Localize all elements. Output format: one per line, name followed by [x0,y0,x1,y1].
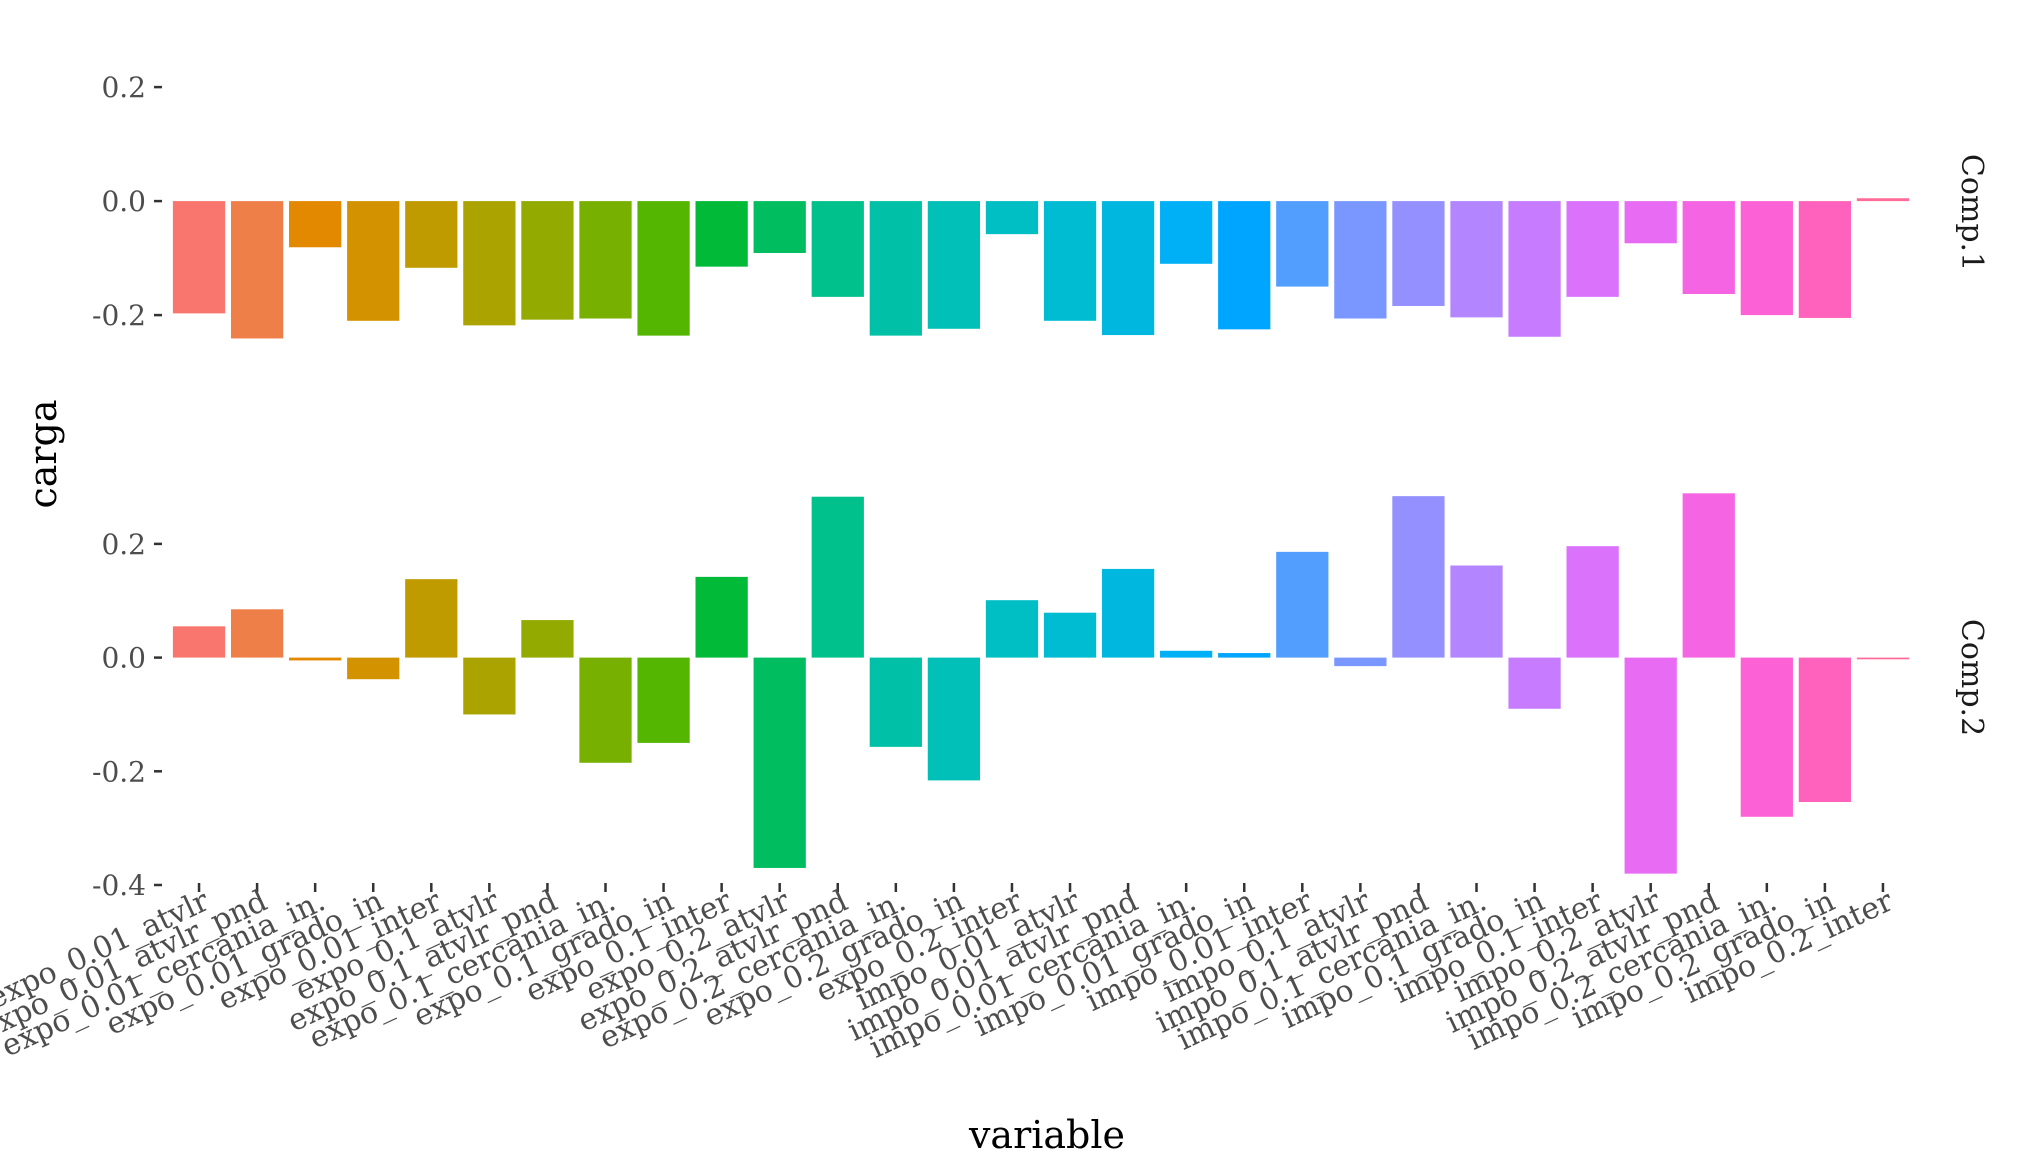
bar-expo_0.01_cercania_in.-Comp.1 [289,201,342,248]
y-tick-label: -0.4 [92,869,146,902]
bar-impo_0.01_atvlr_pnd-Comp.1 [1101,201,1155,336]
bar-expo_0.1_atvlr_pnd-Comp.2 [521,620,574,658]
bar-expo_0.1_cercania_in.-Comp.2 [579,657,632,763]
bar-expo_0.01_inter-Comp.2 [405,579,458,658]
bar-expo_0.2_grado_in-Comp.1 [927,201,981,329]
bar-expo_0.1_grado_in-Comp.2 [637,657,690,743]
y-tick-label: -0.2 [92,299,146,332]
y-tick-label: -0.2 [92,755,146,788]
facet-strip-label: Comp.1 [1954,154,1989,271]
bar-expo_0.01_atvlr_pnd-Comp.2 [230,609,284,658]
bar-impo_0.01_atvlr-Comp.1 [1043,201,1097,321]
bar-expo_0.01_cercania_in.-Comp.2 [289,657,342,661]
bar-impo_0.01_grado_in-Comp.1 [1218,201,1271,330]
bar-impo_0.01_cercania_in.-Comp.2 [1160,650,1213,658]
bar-impo_0.01_grado_in-Comp.2 [1218,653,1271,658]
panel-2: 0.2 0.0 -0.2 -0.4 Comp.2 [92,493,1989,902]
bar-expo_0.01_inter-Comp.1 [405,201,458,268]
bar-impo_0.2_atvlr_pnd-Comp.1 [1682,201,1735,295]
y-tick-label: 0.2 [101,71,146,104]
y-tick-label: 0.0 [101,185,146,218]
bar-impo_0.2_cercania_in.-Comp.2 [1740,657,1793,817]
bar-impo_0.01_inter-Comp.1 [1276,201,1329,287]
bar-expo_0.2_atvlr-Comp.1 [753,201,806,253]
bar-expo_0.2_atvlr_pnd-Comp.1 [811,201,864,297]
bar-expo_0.01_atvlr_pnd-Comp.1 [230,201,284,339]
y-axis-title: carga [21,399,65,508]
y-tick-label: 0.2 [101,528,146,561]
bar-impo_0.2_grado_in-Comp.2 [1798,657,1852,802]
bar-expo_0.1_atvlr-Comp.1 [463,201,516,326]
y-tick-label: 0.0 [101,642,146,675]
bar-expo_0.2_cercania_in.-Comp.2 [869,657,922,747]
bar-impo_0.2_inter-Comp.2 [1856,657,1910,660]
bar-impo_0.2_inter-Comp.1 [1856,198,1910,202]
bar-expo_0.1_atvlr-Comp.2 [463,657,516,715]
bar-expo_0.2_grado_in-Comp.2 [927,657,981,781]
panel-1: 0.2 0.0 -0.2 Comp.1 [92,71,1989,339]
bar-impo_0.2_atvlr-Comp.2 [1624,657,1677,874]
bar-expo_0.2_inter-Comp.2 [985,600,1039,658]
bar-impo_0.1_inter-Comp.2 [1566,546,1619,658]
bar-expo_0.1_grado_in-Comp.1 [637,201,690,336]
bar-impo_0.01_cercania_in.-Comp.1 [1160,201,1213,264]
bar-impo_0.1_cercania_in.-Comp.1 [1450,201,1503,318]
chart-panels: 0.2 0.0 -0.2 Comp.1 0.2 0.0 -0.2 -0.4 Comp.2 [92,71,1989,902]
bar-impo_0.2_grado_in-Comp.1 [1798,201,1852,318]
bar-expo_0.01_grado_in-Comp.2 [347,657,400,680]
bar-impo_0.1_grado_in-Comp.1 [1508,201,1561,337]
bar-impo_0.01_atvlr_pnd-Comp.2 [1101,568,1155,658]
bar-expo_0.1_atvlr_pnd-Comp.1 [521,201,574,320]
bar-expo_0.2_atvlr-Comp.2 [753,657,806,868]
x-axis-title: variable [968,1113,1125,1157]
bar-impo_0.2_cercania_in.-Comp.1 [1740,201,1793,316]
bar-impo_0.1_atvlr_pnd-Comp.1 [1392,201,1445,306]
x-axis: expo_0.01_atvlrexpo_0.01_atvlr_pndexpo_0… [0,883,1899,1066]
bar-impo_0.1_atvlr-Comp.1 [1334,201,1387,319]
bar-expo_0.1_cercania_in.-Comp.1 [579,201,632,319]
bar-expo_0.2_inter-Comp.1 [985,201,1039,235]
bar-impo_0.01_atvlr-Comp.2 [1043,612,1097,658]
bar-impo_0.1_inter-Comp.1 [1566,201,1619,297]
facet-strip-label: Comp.2 [1954,619,1989,736]
bar-expo_0.01_atvlr-Comp.1 [172,201,226,314]
bar-expo_0.2_atvlr_pnd-Comp.2 [811,496,864,658]
bar-impo_0.1_cercania_in.-Comp.2 [1450,565,1503,658]
bar-impo_0.1_grado_in-Comp.2 [1508,657,1561,709]
bar-expo_0.2_cercania_in.-Comp.1 [869,201,922,336]
bar-impo_0.01_inter-Comp.2 [1276,551,1329,658]
bar-expo_0.1_inter-Comp.1 [695,201,748,267]
bar-impo_0.2_atvlr-Comp.1 [1624,201,1677,244]
bar-impo_0.2_atvlr_pnd-Comp.2 [1682,493,1735,658]
bar-impo_0.1_atvlr-Comp.2 [1334,657,1387,667]
bar-impo_0.1_atvlr_pnd-Comp.2 [1392,496,1445,658]
bar-expo_0.01_grado_in-Comp.1 [347,201,400,321]
bar-expo_0.01_atvlr-Comp.2 [172,626,226,658]
bar-expo_0.1_inter-Comp.2 [695,576,748,658]
